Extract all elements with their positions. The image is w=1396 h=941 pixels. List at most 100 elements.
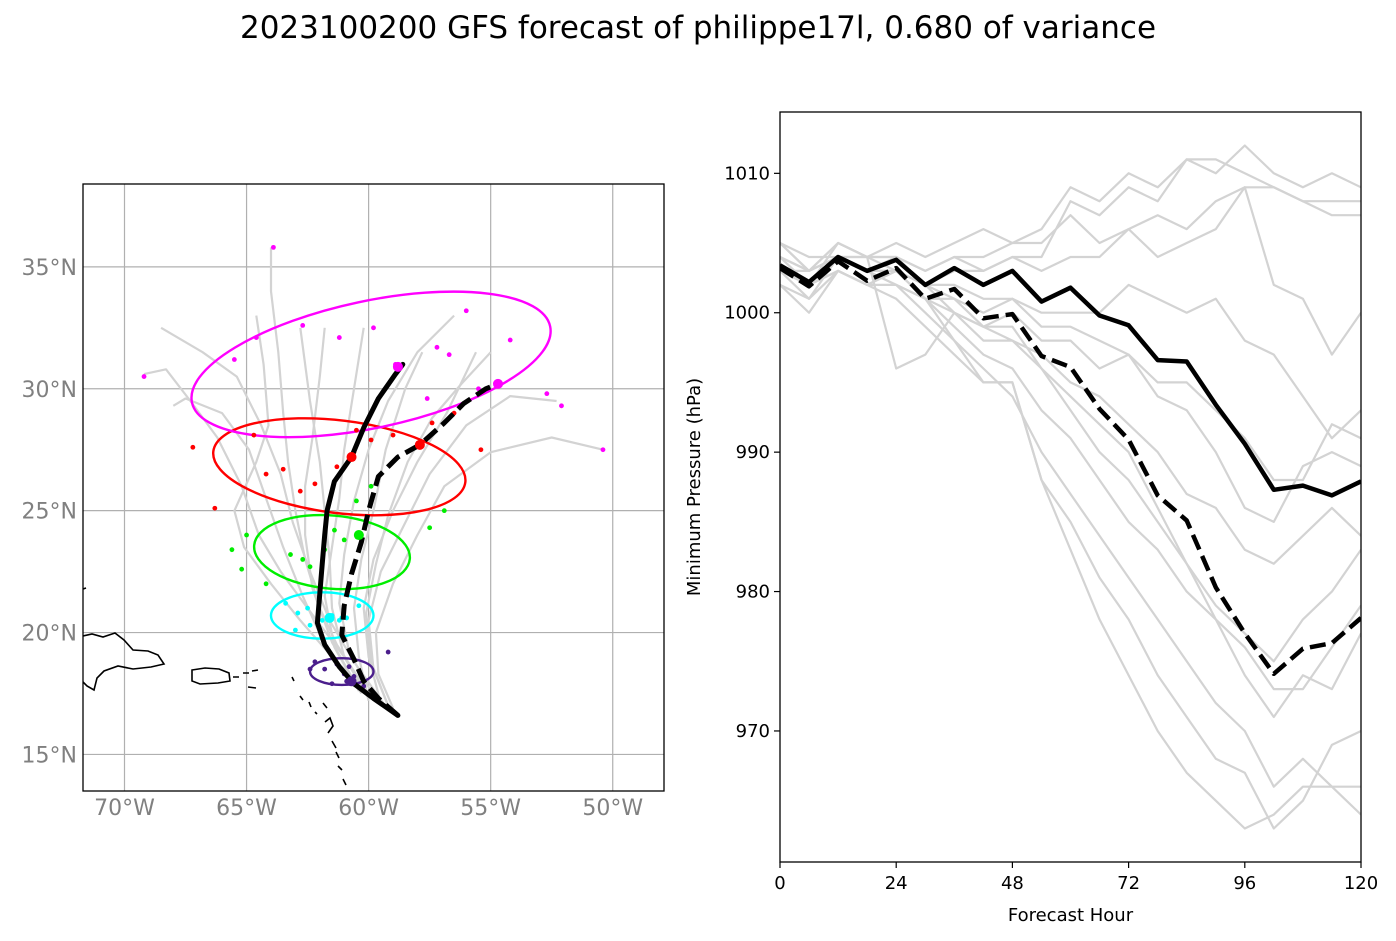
map-x-tick-label: 70°W — [94, 796, 155, 821]
point-day3 — [427, 525, 433, 531]
point-day5 — [544, 391, 550, 397]
point-day2 — [283, 600, 289, 606]
point-day5 — [424, 396, 430, 401]
point-day4 — [390, 432, 396, 438]
track-map: 70°W 65°W 60°W 55°W 50°W 15°N 20°N 25°N 30°N 35°N — [22, 183, 665, 821]
point-day5 — [141, 374, 147, 379]
ellipse-day4 — [212, 417, 467, 517]
point-day2 — [307, 622, 313, 628]
point-day3 — [244, 532, 249, 538]
pressure-ensemble-line — [780, 144, 1361, 272]
pressure-ensemble-line — [780, 255, 1361, 816]
map-y-tick-label: 20°N — [22, 622, 77, 647]
coastline-lesser-antilles — [291, 676, 347, 786]
map-y-tick-label: 30°N — [22, 378, 77, 403]
point-day2 — [305, 605, 310, 611]
ensemble-track — [143, 368, 370, 695]
y-tick-label: 990 — [736, 442, 770, 463]
point-day3 — [368, 483, 374, 489]
pressure-chart: 0 24 48 72 96 120 970 980 990 1000 1010 Forecast H… — [684, 111, 1378, 926]
ensemble-track — [352, 351, 424, 702]
point-day5 — [446, 352, 452, 358]
coastline-virgin-islands — [233, 669, 259, 689]
ensemble-track — [304, 327, 363, 695]
point-day3 — [263, 581, 269, 587]
point-day1 — [385, 649, 391, 655]
x-tick-label: 48 — [1001, 873, 1024, 894]
point-day3 — [332, 527, 337, 533]
x-tick-label: 120 — [1344, 873, 1378, 894]
pressure-mean-solid — [780, 254, 1361, 498]
x-tick-label: 72 — [1117, 873, 1140, 894]
point-day4 — [190, 444, 196, 450]
point-day5 — [434, 344, 440, 350]
map-x-tick-label: 55°W — [460, 796, 521, 821]
point-day5 — [559, 403, 564, 409]
point-day3 — [229, 547, 235, 553]
x-tick-label: 96 — [1233, 873, 1256, 894]
point-day4 — [368, 437, 374, 443]
map-x-tick-label: 50°W — [582, 796, 643, 821]
mean-marker-day5 — [493, 378, 503, 389]
y-tick-label: 1000 — [724, 303, 770, 324]
pressure-ensemble-line — [780, 186, 1361, 356]
point-day5 — [371, 325, 376, 331]
mean-track-solid — [314, 361, 406, 718]
x-tick-label: 0 — [774, 873, 785, 894]
point-day1 — [329, 681, 335, 687]
coastline-puerto-rico — [191, 667, 231, 685]
point-day4 — [212, 505, 218, 511]
point-day4 — [263, 471, 269, 477]
point-day3 — [441, 508, 447, 514]
point-day3 — [288, 552, 293, 557]
point-day4 — [429, 420, 435, 426]
mean-marker-day4 — [414, 439, 425, 450]
mean-marker-day2 — [324, 612, 335, 623]
point-day3 — [239, 566, 245, 572]
map-y-tick-label: 25°N — [22, 500, 77, 525]
point-day3 — [307, 564, 313, 570]
pressure-background — [780, 112, 1361, 862]
point-day1 — [322, 666, 328, 672]
ellipse-day3 — [252, 513, 412, 591]
point-day5 — [507, 337, 513, 343]
point-day5 — [600, 447, 606, 453]
point-day5 — [231, 357, 237, 362]
point-day5 — [300, 322, 306, 328]
x-axis-label: Forecast Hour — [1008, 905, 1134, 926]
y-tick-label: 970 — [736, 721, 770, 742]
pressure-mean-lines — [780, 254, 1361, 677]
pressure-frame — [779, 111, 1362, 863]
pressure-ensemble-line — [780, 269, 1361, 663]
point-day4 — [478, 447, 484, 453]
map-tick-labels: 70°W 65°W 60°W 55°W 50°W 15°N 20°N 25°N 30°N 35°N — [22, 256, 644, 821]
point-day2 — [292, 627, 298, 633]
point-day5 — [271, 244, 276, 250]
point-day4 — [334, 464, 340, 470]
uncertainty-ellipses — [190, 290, 552, 687]
point-day4 — [354, 427, 359, 433]
point-day3 — [300, 557, 306, 562]
point-day5 — [463, 308, 469, 314]
point-day1 — [312, 659, 318, 665]
ensemble-track — [160, 326, 385, 704]
point-day5 — [253, 335, 259, 340]
y-tick-label: 1010 — [724, 163, 770, 184]
x-tick-label: 24 — [885, 873, 908, 894]
mean-track-dashed — [339, 381, 499, 718]
point-day4 — [251, 432, 257, 438]
ensemble-track — [374, 436, 604, 709]
point-day2 — [356, 603, 362, 609]
map-frame — [82, 183, 665, 792]
pressure-ensemble-line — [780, 241, 1361, 524]
point-day1 — [346, 664, 352, 670]
point-day2 — [295, 610, 301, 616]
ellipse-day1 — [308, 656, 375, 687]
mean-marker-day1 — [346, 676, 357, 687]
pressure-ensemble-line — [780, 269, 1361, 830]
map-x-tick-label: 60°W — [338, 796, 399, 821]
coastlines — [83, 587, 347, 786]
pressure-ticks: 0 24 48 72 96 120 970 980 990 1000 1010 — [724, 163, 1378, 894]
point-day4 — [297, 488, 303, 494]
